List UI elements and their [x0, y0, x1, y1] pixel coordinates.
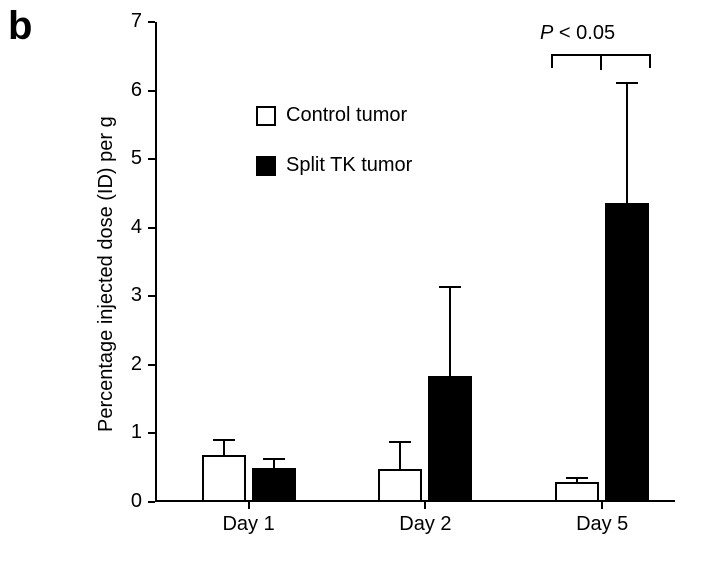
p-value-annotation: P < 0.05	[540, 22, 615, 45]
y-tick	[148, 501, 155, 503]
bracket-line	[551, 54, 553, 68]
legend-label: Split TK tumor	[286, 154, 412, 177]
bar	[202, 455, 246, 502]
bar	[605, 203, 649, 502]
legend-item: Control tumor	[256, 104, 407, 127]
legend-label: Control tumor	[286, 104, 407, 127]
legend-swatch	[256, 106, 276, 126]
y-tick-label: 7	[108, 10, 142, 33]
figure-panel: b 01234567 Day 1Day 2Day 5 Percentage in…	[0, 0, 702, 569]
error-bar-cap	[389, 441, 411, 443]
error-bar-stem	[449, 287, 451, 376]
x-tick	[248, 502, 250, 509]
x-tick-label: Day 5	[552, 513, 652, 536]
error-bar-cap	[616, 82, 638, 84]
legend-swatch	[256, 156, 276, 176]
y-axis-title: Percentage injected dose (ID) per g	[95, 116, 118, 432]
y-tick	[148, 227, 155, 229]
y-axis-line	[155, 22, 157, 502]
y-tick-label: 6	[108, 79, 142, 102]
x-tick	[424, 502, 426, 509]
error-bar-stem	[626, 83, 628, 203]
x-tick-label: Day 1	[199, 513, 299, 536]
bracket-line	[649, 54, 651, 68]
bar	[252, 468, 296, 502]
y-tick	[148, 432, 155, 434]
panel-label: b	[8, 4, 32, 49]
bar	[555, 482, 599, 502]
error-bar-cap	[213, 439, 235, 441]
x-tick	[601, 502, 603, 509]
y-tick	[148, 90, 155, 92]
error-bar-stem	[273, 459, 275, 467]
y-tick	[148, 364, 155, 366]
legend-item: Split TK tumor	[256, 154, 412, 177]
bracket-line	[600, 54, 602, 70]
x-tick-label: Day 2	[375, 513, 475, 536]
y-tick-label: 0	[108, 490, 142, 513]
chart-area: 01234567 Day 1Day 2Day 5	[155, 22, 675, 502]
y-tick	[148, 158, 155, 160]
bar	[378, 469, 422, 502]
error-bar-cap	[439, 286, 461, 288]
y-tick	[148, 295, 155, 297]
error-bar-stem	[223, 440, 225, 455]
error-bar-cap	[566, 477, 588, 479]
bar	[428, 376, 472, 502]
y-tick	[148, 21, 155, 23]
error-bar-cap	[263, 458, 285, 460]
error-bar-stem	[399, 442, 401, 469]
